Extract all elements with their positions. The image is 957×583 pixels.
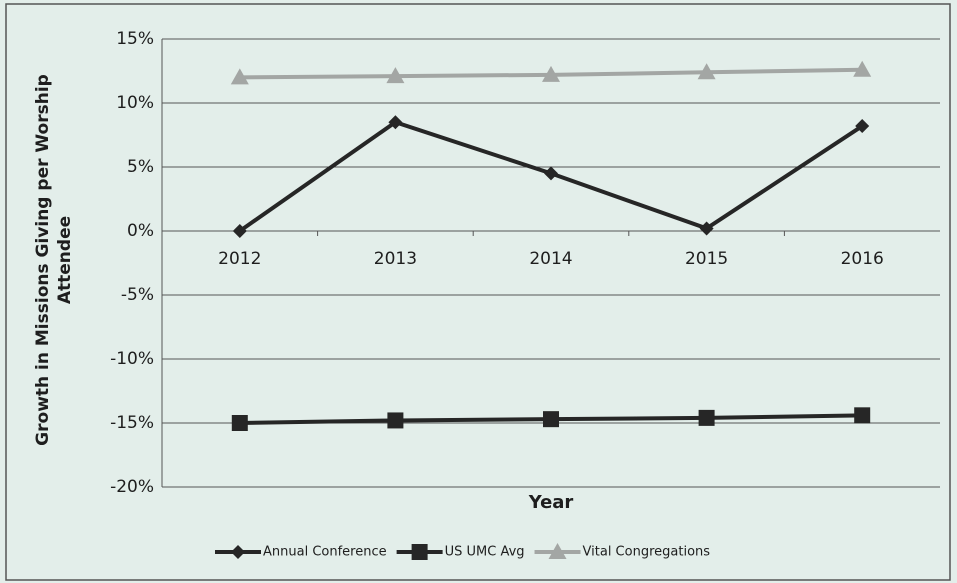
marker: [231, 545, 245, 559]
y-tick-label: 0%: [127, 221, 154, 241]
marker: [542, 65, 560, 82]
marker: [699, 221, 714, 236]
marker: [386, 67, 405, 84]
x-tick-label: 2013: [374, 249, 417, 269]
y-tick-label: 15%: [116, 29, 154, 49]
x-tick-label: 2012: [218, 249, 261, 269]
marker: [853, 60, 872, 77]
marker: [544, 166, 558, 181]
y-axis-title: Growth in Missions Giving per Worship At…: [33, 74, 75, 446]
marker: [388, 115, 403, 130]
legend-label: Vital Congregations: [583, 545, 711, 560]
y-tick-label: -15%: [110, 413, 154, 433]
x-tick-label: 2015: [685, 249, 728, 269]
y-tick-label: -5%: [121, 285, 154, 305]
marker: [548, 543, 567, 559]
marker: [697, 63, 716, 80]
y-tick-label: -20%: [110, 477, 154, 497]
y-tick-label: -10%: [110, 349, 154, 369]
marker: [698, 409, 715, 426]
marker: [411, 544, 428, 560]
y-tick-label: 5%: [127, 157, 154, 177]
marker: [231, 415, 248, 431]
marker: [855, 119, 870, 134]
marker: [230, 68, 249, 85]
y-tick-label: 10%: [116, 93, 154, 113]
marker: [232, 224, 247, 238]
marker: [854, 407, 871, 424]
marker: [387, 412, 404, 429]
legend-label: US UMC Avg: [445, 545, 525, 560]
legend-label: Annual Conference: [263, 545, 387, 560]
frame: [5, 3, 951, 581]
x-axis-title: Year: [528, 492, 574, 513]
x-tick-label: 2016: [841, 249, 884, 269]
marker: [543, 411, 559, 428]
x-tick-label: 2014: [529, 249, 572, 269]
